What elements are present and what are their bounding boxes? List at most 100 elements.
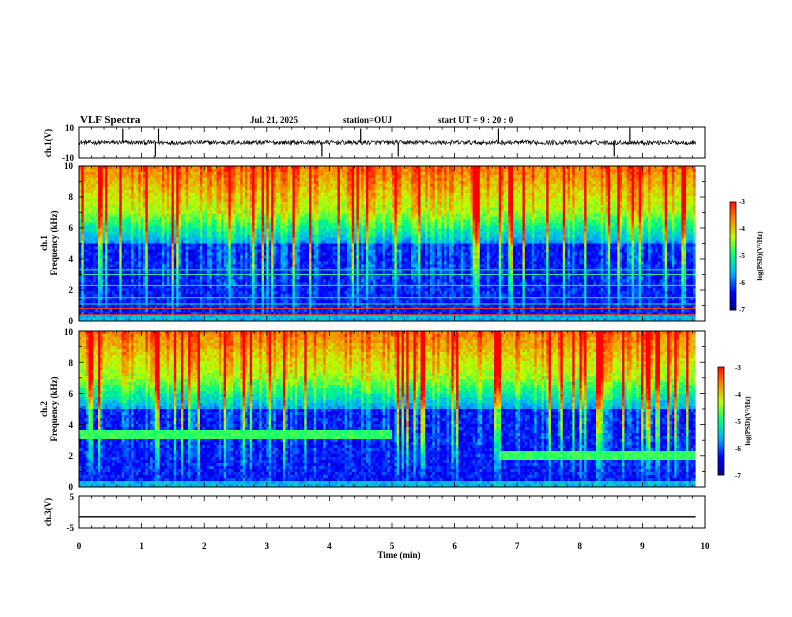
spectrogram-cell (86, 300, 89, 303)
spectrogram-cell (141, 172, 144, 175)
spectrogram-cell (271, 172, 274, 175)
spectrogram-cell (228, 288, 231, 291)
spectrogram-cell (283, 246, 286, 249)
spectrogram-cell (100, 235, 103, 238)
spectrogram-cell (141, 199, 144, 202)
spectrogram-cell (186, 217, 189, 220)
spectrogram-cell (200, 223, 203, 226)
spectrogram-cell (269, 291, 272, 294)
spectrogram-cell (162, 226, 165, 229)
spectrogram-cell (138, 229, 141, 232)
spectrogram-cell (281, 169, 284, 172)
spectrogram-cell (188, 252, 191, 255)
spectrogram-cell (257, 294, 260, 297)
spectrogram-cell (138, 294, 141, 297)
spectrogram-cell (171, 232, 174, 235)
spectrogram-cell (195, 193, 198, 196)
spectrogram-cell (157, 232, 160, 235)
spectrogram-cell (226, 199, 229, 202)
spectrogram-cell (136, 309, 139, 312)
spectrogram-cell (84, 172, 87, 175)
spectrogram-cell (198, 190, 201, 193)
spectrogram-cell (107, 279, 110, 282)
spectrogram-cell (262, 223, 265, 226)
spectrogram-cell (103, 178, 106, 181)
spectrogram-cell (217, 294, 220, 297)
spectrogram-cell (214, 294, 217, 297)
spectrogram-cell (98, 270, 101, 273)
spectrogram-cell (217, 190, 220, 193)
spectrogram-cell (181, 208, 184, 211)
spectrogram-cell (167, 241, 170, 244)
spectrogram-cell (243, 202, 246, 205)
spectrogram-cell (186, 187, 189, 190)
spectrogram-cell (271, 264, 274, 267)
spectrogram-cell (228, 235, 231, 238)
spectrogram-cell (167, 294, 170, 297)
spectrogram-cell (266, 208, 269, 211)
spectrogram-cell (153, 300, 156, 303)
spectrogram-cell (145, 246, 148, 249)
spectrogram-cell (259, 235, 262, 238)
spectrogram-cell (198, 193, 201, 196)
spectrogram-cell (141, 241, 144, 244)
spectrogram-cell (228, 217, 231, 220)
spectrogram-cell (247, 264, 250, 267)
spectrogram-cell (228, 279, 231, 282)
spectrogram-cell (295, 294, 298, 297)
spectrogram-cell (107, 208, 110, 211)
spectrogram-cell (290, 276, 293, 279)
spectrogram-cell (143, 181, 146, 184)
spectrogram-cell (226, 193, 229, 196)
spectrogram-cell (292, 226, 295, 229)
spectrogram-cell (266, 294, 269, 297)
spectrogram-cell (93, 181, 96, 184)
spectrogram-cell (100, 264, 103, 267)
spectrogram-cell (193, 196, 196, 199)
spectrogram-cell (143, 229, 146, 232)
spectrogram-cell (214, 288, 217, 291)
spectrogram-cell (250, 309, 253, 312)
spectrogram-cell (285, 193, 288, 196)
spectrogram-cell (273, 300, 276, 303)
spectrogram-cell (238, 184, 241, 187)
spectrogram-cell (145, 187, 148, 190)
spectrogram-cell (134, 193, 137, 196)
spectrogram-cell (283, 309, 286, 312)
spectrogram-cell (273, 238, 276, 241)
spectrogram-cell (276, 202, 279, 205)
spectrogram-cell (164, 175, 167, 178)
spectrogram-cell (150, 226, 153, 229)
spectrogram-cell (219, 246, 222, 249)
spectrogram-cell (91, 220, 94, 223)
spectrogram-cell (224, 261, 227, 264)
spectrogram-cell (160, 255, 163, 258)
spectrogram-cell (243, 205, 246, 208)
spectrogram-cell (141, 190, 144, 193)
spectrogram-cell (252, 223, 255, 226)
spectrogram-cell (93, 166, 96, 169)
spectrogram-cell (202, 252, 205, 255)
spectrogram-cell (93, 235, 96, 238)
spectrogram-cell (236, 235, 239, 238)
spectrogram-cell (236, 255, 239, 258)
spectrogram-cell (134, 223, 137, 226)
spectrogram-cell (247, 249, 250, 252)
spectrogram-cell (217, 196, 220, 199)
spectrogram-cell (292, 241, 295, 244)
spectrogram-cell (91, 172, 94, 175)
spectrogram-cell (119, 211, 122, 214)
spectrogram-cell (219, 279, 222, 282)
spectrogram-cell (257, 238, 260, 241)
spectrogram-cell (188, 223, 191, 226)
spectrogram-cell (131, 232, 134, 235)
spectrogram-cell (236, 220, 239, 223)
spectrogram-cell (110, 202, 113, 205)
spectrogram-cell (295, 244, 298, 247)
spectrogram-cell (221, 270, 224, 273)
spectrogram-cell (150, 288, 153, 291)
spectrogram-cell (243, 232, 246, 235)
spectrogram-cell (112, 291, 115, 294)
spectrogram-cell (228, 232, 231, 235)
